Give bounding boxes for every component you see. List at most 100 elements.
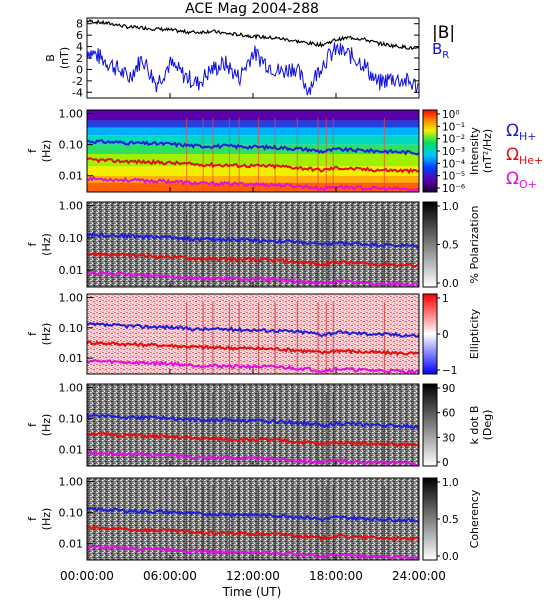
intensity-band: [87, 154, 419, 167]
colorbar-unit: (Deg): [481, 410, 494, 441]
freq-ytick-label: 1.00: [59, 200, 84, 213]
colorbar-tick-label: 0.5: [442, 514, 459, 526]
series-omega-o-line: [86, 359, 420, 375]
colorbar-label: k dot B: [468, 406, 481, 445]
colorbar-tick-label: 10⁻¹: [442, 121, 465, 133]
series-omega-o-line: [86, 175, 420, 192]
colorbar-unit: (nT²/Hz): [481, 129, 494, 173]
colorbar-tick-label: 0.0: [442, 278, 459, 290]
colorbar-tick-label: 60: [442, 408, 455, 420]
colorbar-ellipticity: [422, 293, 438, 375]
colorbar-polarization: [422, 201, 438, 288]
x-axis: 00:00:00 06:00:00 12:00:00 18:00:00 24:00:00: [60, 93, 446, 583]
panel-coherency: 1.00 0.10 0.01 f (Hz) 1.0 0.5 0.0 Coherency: [26, 476, 481, 563]
colorbar-label: Intensity: [468, 127, 481, 175]
intensity-band: [87, 175, 419, 183]
x-tick-label: 18:00:00: [309, 569, 363, 583]
freq-ylabel-unit: (Hz): [40, 414, 53, 437]
x-tick-label: 24:00:00: [392, 569, 446, 583]
b-ytick-label: 2: [76, 52, 83, 65]
intensity-band: [87, 120, 419, 128]
series-omega-he-line: [86, 340, 420, 357]
freq-ylabel-unit: (Hz): [40, 233, 53, 256]
series-omega-he-line: [86, 525, 420, 542]
intensity-band: [87, 127, 419, 136]
colorbar-tick-label: 0.0: [442, 551, 459, 563]
freq-ytick-label: 0.01: [59, 264, 84, 277]
series-omega-h-line: [86, 321, 420, 338]
series-omega-h-line: [86, 138, 420, 156]
legend-b-total: |B|: [432, 23, 455, 43]
series-omega-h-line: [86, 506, 420, 524]
series-omega-he-line: [86, 157, 420, 175]
series-omega-o-line: [86, 449, 420, 467]
colorbar-tick-label: 1.0: [442, 477, 459, 489]
colorbar-tick-label: 10⁻⁴: [442, 158, 465, 170]
colorbar-tick-label: 10⁰: [442, 109, 460, 121]
series-b-r-line: [86, 42, 420, 96]
freq-ylabel-unit: (Hz): [40, 140, 53, 163]
gyro-legend-item: ΩO+: [506, 169, 537, 191]
x-tick-label: 06:00:00: [143, 569, 197, 583]
colorbar-label: % Polarization: [468, 206, 481, 284]
colorbar-kdotb: [422, 383, 438, 467]
colorbar-label: Coherency: [468, 489, 481, 548]
colorbar-tick-label: 10⁻⁶: [442, 183, 465, 195]
colorbar-coherency: [422, 477, 438, 561]
colorbar-tick-label: 1.0: [442, 201, 459, 213]
colorbar-tick-label: 0: [442, 329, 449, 341]
gyro-legend: ΩH+ΩHe+ΩO+: [506, 121, 543, 191]
freq-ylabel-unit: (Hz): [40, 508, 53, 531]
colorbar-tick-label: 90: [442, 383, 455, 395]
series-omega-o-line: [86, 270, 420, 288]
b-ytick-label: 6: [76, 29, 83, 42]
colorbar-label: Ellipticity: [468, 308, 481, 359]
freq-ytick-label: 0.10: [59, 413, 84, 426]
figure-title: ACE Mag 2004-288: [185, 1, 319, 17]
x-tick-label: 12:00:00: [226, 569, 280, 583]
freq-ylabel: f: [26, 422, 39, 427]
b-ytick-label: 4: [76, 41, 83, 54]
x-axis-label: Time (UT): [222, 585, 282, 599]
freq-ytick-label: 0.10: [59, 507, 84, 520]
series-omega-he-line: [86, 250, 420, 268]
gyro-legend-item: ΩHe+: [506, 145, 543, 167]
colorbar-tick-label: 0: [442, 457, 449, 469]
colorbar-tick-label: 0.5: [442, 240, 459, 252]
colorbar-tick-label: 10⁻⁵: [442, 171, 465, 183]
panel-kdotb: 1.00 0.10 0.01 f (Hz) 90 60 30 0 k dot B (Deg): [26, 382, 494, 469]
spectrogram-image: [87, 294, 419, 374]
freq-ylabel: f: [26, 148, 39, 153]
colorbar-tick-label: 1: [442, 293, 449, 305]
legend-b-r: BR: [432, 40, 449, 61]
freq-ylabel: f: [26, 516, 39, 521]
panel-ellipticity: 1.00 0.10 0.01 f (Hz) 1 0 −1 Ellipticity: [26, 291, 481, 377]
freq-ytick-label: 0.01: [59, 352, 84, 365]
freq-ytick-label: 0.01: [59, 170, 84, 183]
b-legend: |B| BR: [432, 23, 455, 61]
freq-ylabel: f: [26, 331, 39, 336]
b-ylabel: B: [44, 54, 57, 62]
freq-ytick-label: 0.01: [59, 538, 84, 551]
series-b-total-line: [86, 18, 420, 51]
b-ytick-label: 0: [76, 63, 83, 76]
colorbar-tick-label: 10⁻²: [442, 134, 465, 146]
colorbar-tick-label: 10⁻³: [442, 146, 465, 158]
freq-ylabel-unit: (Hz): [40, 323, 53, 346]
series-omega-h-line: [86, 413, 420, 430]
freq-ytick-label: 1.00: [59, 291, 84, 304]
intensity-band: [87, 110, 419, 121]
b-ytick-label: -4: [72, 86, 83, 99]
freq-ytick-label: 1.00: [59, 476, 84, 489]
series-omega-o-line: [86, 544, 420, 561]
intensity-band: [87, 166, 419, 176]
freq-ytick-label: 0.01: [59, 444, 84, 457]
x-tick-label: 00:00:00: [60, 569, 114, 583]
colorbar-intensity: [422, 109, 438, 193]
gyro-legend-item: ΩH+: [506, 121, 537, 143]
series-omega-h-line: [86, 230, 420, 250]
freq-ytick-label: 0.10: [59, 232, 84, 245]
panel-polarization: 1.00 0.10 0.01 f (Hz) 1.0 0.5 0.0 % Polarization: [26, 200, 481, 290]
